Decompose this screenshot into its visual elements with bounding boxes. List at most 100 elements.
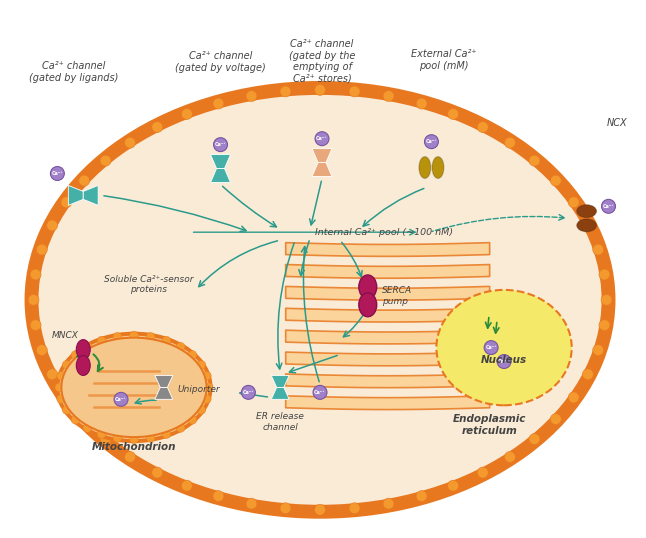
Circle shape (79, 414, 90, 424)
Circle shape (197, 360, 205, 370)
Circle shape (313, 385, 327, 399)
Circle shape (505, 451, 516, 463)
Circle shape (204, 383, 213, 392)
Ellipse shape (359, 293, 377, 317)
Text: Ca²⁺: Ca²⁺ (243, 390, 254, 395)
Circle shape (213, 98, 224, 109)
Circle shape (146, 332, 155, 342)
Circle shape (529, 155, 540, 166)
Ellipse shape (39, 96, 601, 504)
Circle shape (188, 351, 197, 359)
Circle shape (97, 429, 106, 438)
Circle shape (383, 498, 394, 509)
Circle shape (315, 504, 326, 515)
Text: Ca²⁺: Ca²⁺ (498, 359, 510, 364)
Circle shape (129, 435, 138, 444)
Circle shape (242, 385, 255, 399)
Circle shape (601, 200, 616, 213)
Circle shape (349, 86, 360, 97)
Text: Nucleus: Nucleus (481, 355, 527, 365)
Circle shape (114, 392, 128, 406)
Polygon shape (68, 186, 83, 206)
Polygon shape (271, 376, 289, 387)
Circle shape (280, 502, 291, 514)
Circle shape (129, 331, 138, 340)
Circle shape (188, 415, 197, 424)
Circle shape (599, 269, 610, 280)
Circle shape (448, 109, 459, 119)
Polygon shape (271, 387, 289, 399)
Circle shape (182, 480, 193, 491)
Circle shape (28, 294, 39, 305)
Text: Ca²⁺: Ca²⁺ (314, 390, 326, 395)
Circle shape (202, 371, 211, 380)
Circle shape (280, 86, 291, 97)
Circle shape (61, 392, 72, 403)
Circle shape (125, 451, 136, 463)
Circle shape (55, 383, 64, 392)
Text: NCX: NCX (607, 118, 627, 128)
Circle shape (71, 415, 80, 424)
Circle shape (315, 84, 326, 95)
Circle shape (550, 175, 561, 186)
Text: ER release
channel: ER release channel (256, 412, 304, 431)
Polygon shape (211, 154, 231, 168)
Circle shape (599, 320, 610, 331)
Ellipse shape (59, 336, 209, 439)
Circle shape (83, 423, 92, 433)
Ellipse shape (437, 290, 572, 405)
Circle shape (550, 414, 561, 424)
Circle shape (36, 345, 47, 356)
Circle shape (30, 269, 41, 280)
Circle shape (601, 294, 612, 305)
Circle shape (125, 137, 136, 148)
Circle shape (146, 433, 155, 442)
Circle shape (424, 134, 439, 148)
Circle shape (448, 480, 459, 491)
Circle shape (162, 336, 171, 345)
Circle shape (162, 429, 171, 438)
Ellipse shape (56, 331, 213, 443)
Circle shape (61, 197, 72, 208)
Circle shape (505, 137, 516, 148)
Text: External Ca²⁺
pool (mM): External Ca²⁺ pool (mM) (411, 49, 476, 70)
Text: Mitochondrion: Mitochondrion (92, 442, 176, 452)
Circle shape (349, 502, 360, 514)
Ellipse shape (61, 338, 207, 437)
Circle shape (583, 369, 594, 380)
Polygon shape (155, 376, 172, 387)
Circle shape (484, 341, 498, 355)
Circle shape (50, 167, 65, 180)
Circle shape (30, 320, 41, 331)
Circle shape (152, 467, 163, 478)
Ellipse shape (76, 356, 90, 376)
Circle shape (83, 343, 92, 351)
Text: Ca²⁺: Ca²⁺ (316, 136, 328, 141)
Circle shape (593, 244, 603, 255)
Text: Internal Ca²⁺ pool (~100 nM): Internal Ca²⁺ pool (~100 nM) (315, 228, 453, 237)
Circle shape (97, 336, 106, 345)
Circle shape (113, 332, 122, 342)
Circle shape (568, 197, 579, 208)
Text: Ca²⁺: Ca²⁺ (214, 142, 226, 147)
Ellipse shape (577, 204, 596, 217)
Polygon shape (155, 387, 172, 399)
Ellipse shape (432, 157, 444, 179)
Text: Ca²⁺ channel
(gated by voltage): Ca²⁺ channel (gated by voltage) (175, 51, 266, 73)
Circle shape (100, 155, 111, 166)
Circle shape (57, 371, 66, 380)
Circle shape (152, 122, 163, 132)
Circle shape (36, 244, 47, 255)
Polygon shape (211, 168, 231, 182)
Circle shape (593, 345, 603, 356)
Circle shape (477, 122, 488, 132)
Circle shape (47, 369, 57, 380)
Circle shape (176, 423, 185, 433)
Circle shape (71, 351, 80, 359)
Text: Endoplasmic
reticulum: Endoplasmic reticulum (452, 414, 526, 436)
Circle shape (202, 394, 211, 404)
Ellipse shape (419, 157, 431, 179)
Ellipse shape (25, 81, 616, 519)
Circle shape (62, 360, 71, 370)
Circle shape (383, 90, 394, 102)
